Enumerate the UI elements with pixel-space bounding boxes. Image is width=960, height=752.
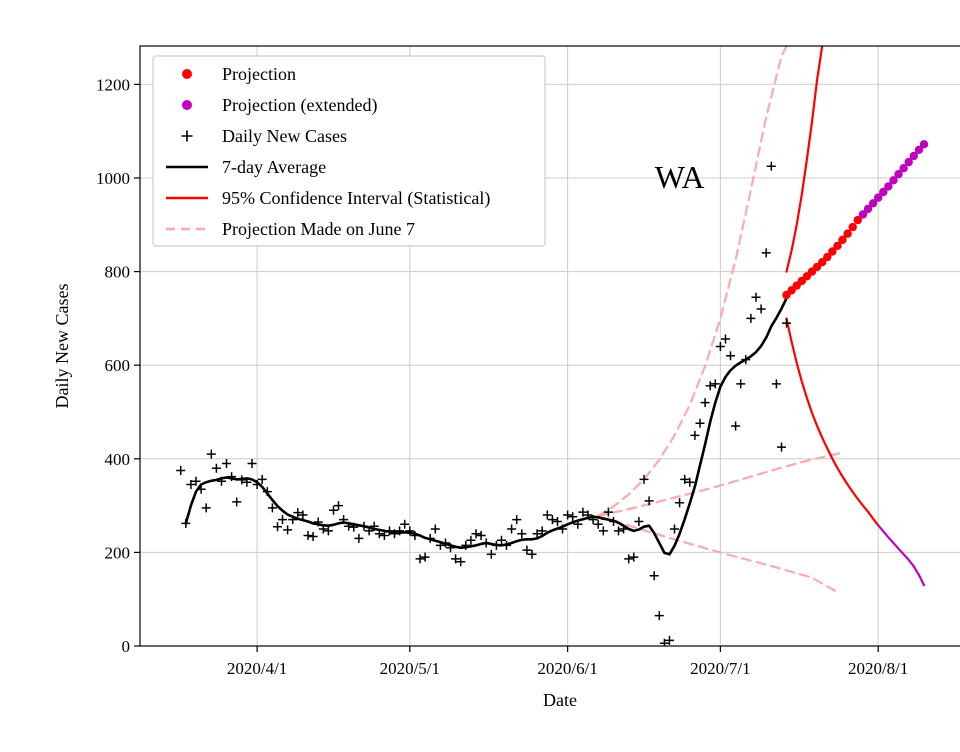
- legend-entry: Projection: [182, 64, 296, 84]
- x-tick-label: 2020/8/1: [848, 659, 908, 678]
- series-projection: [782, 215, 862, 300]
- x-axis-label: Date: [543, 690, 577, 710]
- x-tick-label: 2020/5/1: [380, 659, 440, 678]
- x-tick-label: 2020/6/1: [537, 659, 597, 678]
- legend-dot-marker: [182, 100, 192, 110]
- series-june7-projection-middle: [597, 451, 844, 517]
- legend-entry: 95% Confidence Interval (Statistical): [166, 188, 490, 209]
- y-tick-label: 400: [105, 450, 131, 469]
- legend-dot-marker: [182, 69, 192, 79]
- legend-entry: Projection (extended): [182, 95, 377, 116]
- y-tick-label: 600: [105, 356, 131, 375]
- y-tick-label: 800: [105, 263, 131, 282]
- series-ci-lower-extended: [877, 524, 926, 587]
- legend-entry: Projection Made on June 7: [166, 219, 415, 239]
- y-axis: 0 200 400 600 800 1000 1200: [96, 75, 130, 656]
- x-tick-label: 2020/7/1: [690, 659, 750, 678]
- legend-box: [152, 55, 546, 247]
- chart-canvas: 2020/4/1 2020/5/1 2020/6/1 2020/7/1 2020/8/1…: [40, 16, 960, 736]
- series-layer: [176, 46, 929, 646]
- x-axis: 2020/4/1 2020/5/1 2020/6/1 2020/7/1 2020/8/1: [227, 659, 909, 678]
- series-daily-new-cases: [176, 161, 791, 646]
- series-projection-extended: [858, 140, 929, 219]
- legend-label: Projection (extended): [222, 95, 377, 116]
- y-tick-label: 1000: [96, 169, 130, 188]
- tick-marks: [134, 83, 879, 652]
- legend-label: Projection Made on June 7: [222, 219, 415, 239]
- y-tick-label: 200: [105, 543, 131, 562]
- y-tick-label: 1200: [96, 75, 130, 94]
- legend-plus-marker: [181, 130, 193, 142]
- legend-label: 95% Confidence Interval (Statistical): [222, 188, 490, 209]
- chart-figure: 2020/4/1 2020/5/1 2020/6/1 2020/7/1 2020/8/1…: [40, 16, 960, 736]
- x-tick-label: 2020/4/1: [227, 659, 287, 678]
- legend-entry: 7-day Average: [166, 157, 326, 177]
- legend-label: Daily New Cases: [222, 126, 347, 146]
- legend-entry: Daily New Cases: [181, 126, 347, 146]
- legend-label: 7-day Average: [222, 157, 326, 177]
- series-ci-lower: [785, 317, 880, 527]
- series-ci-upper: [785, 46, 824, 273]
- series-june7-projection-upper: [597, 46, 788, 517]
- legend-label: Projection: [222, 64, 296, 84]
- series-june7-projection-lower: [597, 514, 839, 594]
- legend: Projection Projection (extended) Daily New…: [152, 55, 546, 247]
- state-annotation: WA: [655, 159, 705, 195]
- y-tick-label: 0: [122, 637, 131, 656]
- y-axis-label: Daily New Cases: [52, 284, 72, 409]
- plot-frame: [139, 45, 960, 647]
